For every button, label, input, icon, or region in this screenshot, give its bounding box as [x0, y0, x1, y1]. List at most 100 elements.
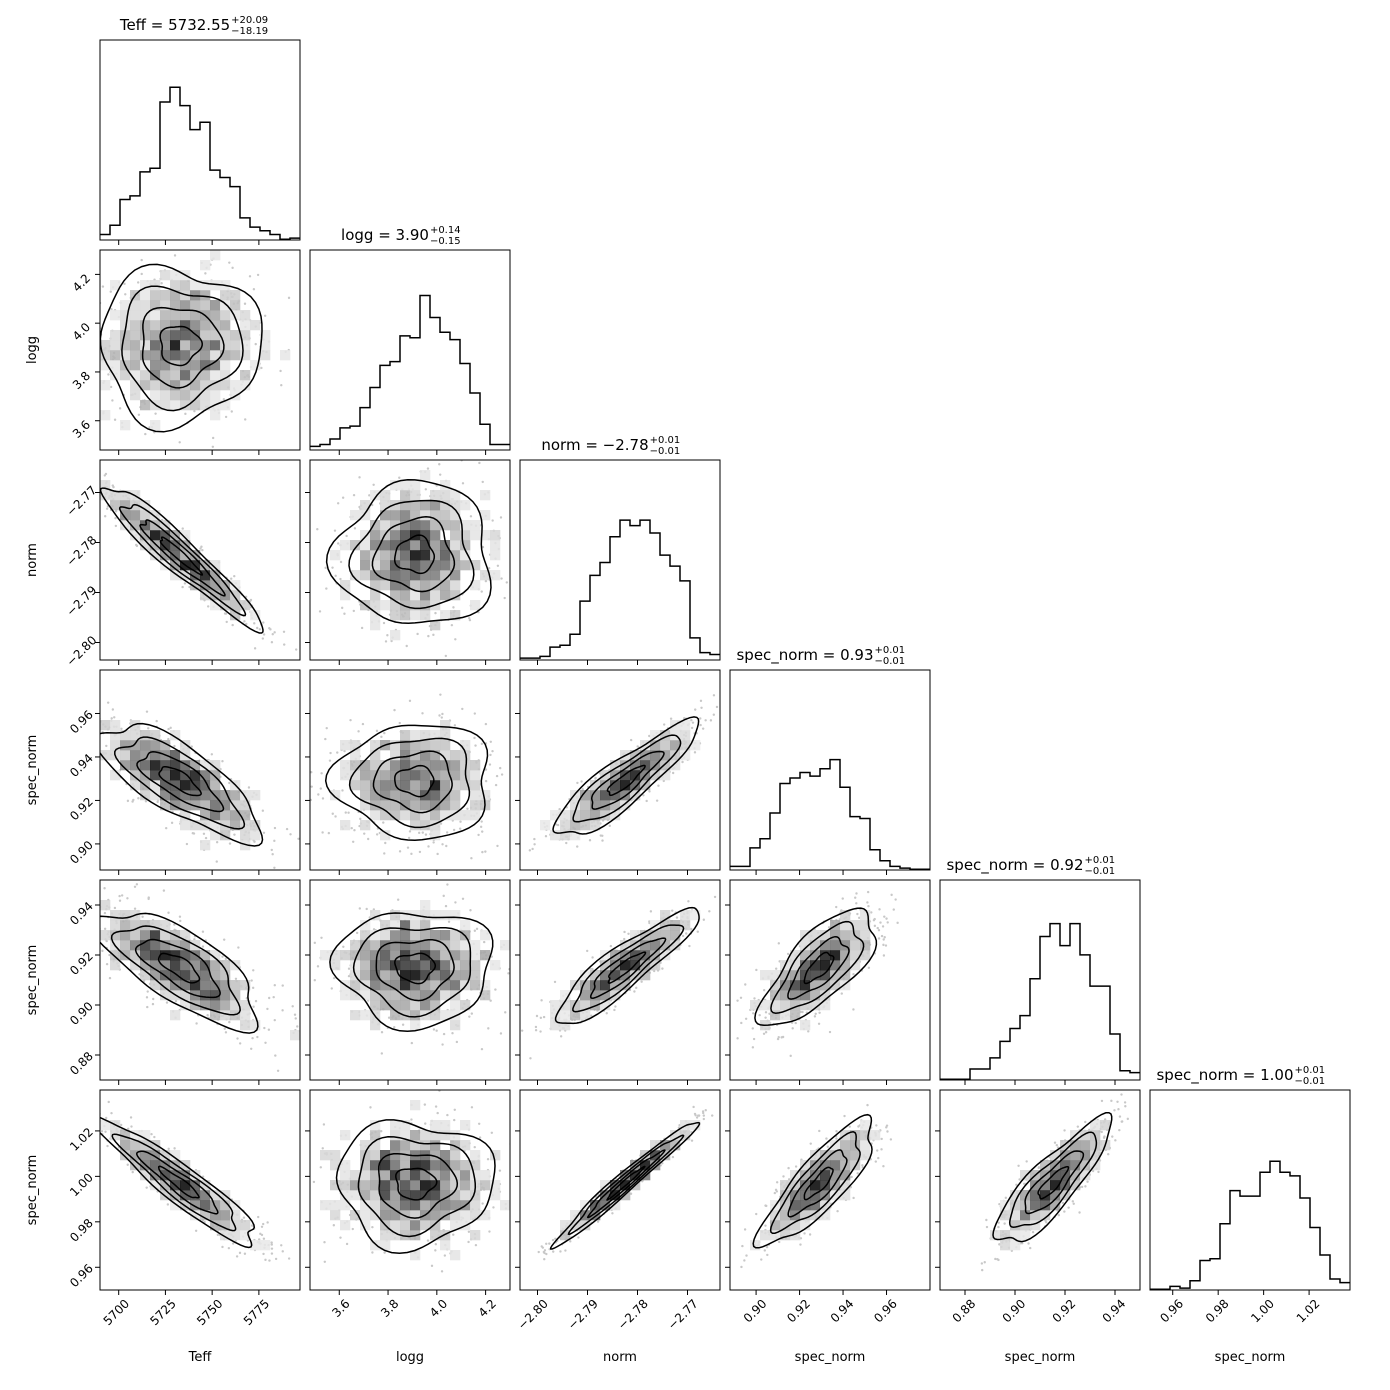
sample-point: [427, 634, 430, 638]
sample-point: [262, 1237, 266, 1240]
sample-point: [434, 611, 437, 615]
density-cell: [210, 390, 221, 401]
density-cell: [240, 1020, 251, 1031]
density-cell: [370, 1210, 381, 1221]
density-cell: [180, 780, 191, 791]
sample-point: [451, 1031, 454, 1035]
density-cell: [200, 580, 211, 591]
density-cell: [200, 760, 211, 771]
density-cell: [1040, 1160, 1051, 1171]
sample-point: [141, 915, 144, 918]
density-cell: [470, 1210, 481, 1221]
density-cell: [580, 1220, 591, 1231]
density-cell: [390, 1230, 401, 1241]
sample-point: [850, 1175, 853, 1179]
sample-point: [1067, 1206, 1070, 1209]
density-cell: [410, 770, 421, 781]
density-cell: [580, 990, 591, 1001]
density-cell: [460, 540, 471, 551]
density-cell: [390, 810, 401, 821]
panel-frame: [99, 249, 301, 451]
density-cell: [170, 290, 181, 301]
density-cell: [420, 530, 431, 541]
density-cell: [120, 750, 131, 761]
sample-point: [96, 358, 98, 360]
sample-point: [702, 1111, 705, 1115]
sample-point: [473, 1145, 476, 1149]
sample-point: [167, 911, 170, 914]
sample-point: [118, 894, 121, 898]
panel-frame: [519, 879, 721, 1081]
density-cell: [1020, 1190, 1031, 1201]
density-cell: [140, 950, 151, 961]
density-cell: [410, 1160, 421, 1171]
density-cell: [110, 350, 121, 361]
sample-point: [835, 905, 838, 909]
sample-point: [270, 1247, 274, 1250]
density-cell: [770, 980, 781, 991]
density-cell: [390, 1220, 401, 1231]
contour-line: [992, 1111, 1113, 1243]
density-cell: [790, 950, 801, 961]
sample-point: [876, 1149, 879, 1152]
density-cell: [130, 1150, 141, 1161]
sample-point: [225, 620, 228, 624]
density-cell: [390, 920, 401, 931]
density-cell: [340, 1180, 351, 1191]
density-cell: [590, 780, 601, 791]
density-cell: [140, 920, 151, 931]
contour-line: [803, 951, 835, 985]
density-cell: [210, 330, 221, 341]
density-cell: [150, 960, 161, 971]
density-cell: [370, 740, 381, 751]
sample-point: [520, 1029, 524, 1032]
density-cell: [120, 500, 131, 511]
sample-point: [466, 807, 469, 810]
density-cell: [820, 1180, 831, 1191]
density-cell: [390, 1170, 401, 1181]
sample-point: [1118, 1128, 1121, 1132]
sample-point: [91, 928, 93, 930]
density-cell: [860, 1140, 871, 1151]
density-cell: [400, 600, 411, 611]
sample-point: [440, 716, 443, 719]
x-tick-label: −2.78: [615, 1297, 651, 1333]
sample-point: [505, 581, 508, 584]
x-tick-label: 0.90: [1000, 1297, 1029, 1326]
sample-point: [535, 1014, 539, 1018]
density-cell: [630, 760, 641, 771]
density-cell: [220, 290, 231, 301]
density-cell: [670, 760, 681, 771]
density-cell: [360, 790, 371, 801]
sample-point: [375, 833, 379, 836]
sample-point: [153, 1135, 156, 1139]
sample-point: [522, 964, 524, 966]
density-cell: [120, 490, 131, 501]
sample-point: [1086, 1180, 1089, 1183]
sample-point: [289, 833, 292, 836]
density-cell: [370, 910, 381, 921]
density-cell: [600, 780, 611, 791]
sample-point: [417, 831, 421, 835]
density-cell: [850, 950, 861, 961]
density-cell: [480, 1210, 491, 1221]
density-cell: [440, 570, 451, 581]
sample-point: [892, 908, 895, 911]
density-cell: [400, 780, 411, 791]
sample-point: [152, 997, 155, 1001]
density-cell: [180, 310, 191, 321]
sample-point: [91, 304, 93, 306]
density-cell: [400, 610, 411, 621]
density-cell: [360, 770, 371, 781]
density-cell: [170, 370, 181, 381]
sample-point: [349, 718, 352, 722]
sample-point: [146, 1005, 149, 1009]
density-cell: [450, 550, 461, 561]
density-cell: [570, 830, 581, 841]
density-cell: [340, 1200, 351, 1211]
density-cell: [390, 1000, 401, 1011]
sample-point: [291, 1005, 294, 1008]
x-tick-label: 0.92: [784, 1297, 813, 1326]
sample-point: [777, 1036, 780, 1039]
density-cell: [400, 970, 411, 981]
